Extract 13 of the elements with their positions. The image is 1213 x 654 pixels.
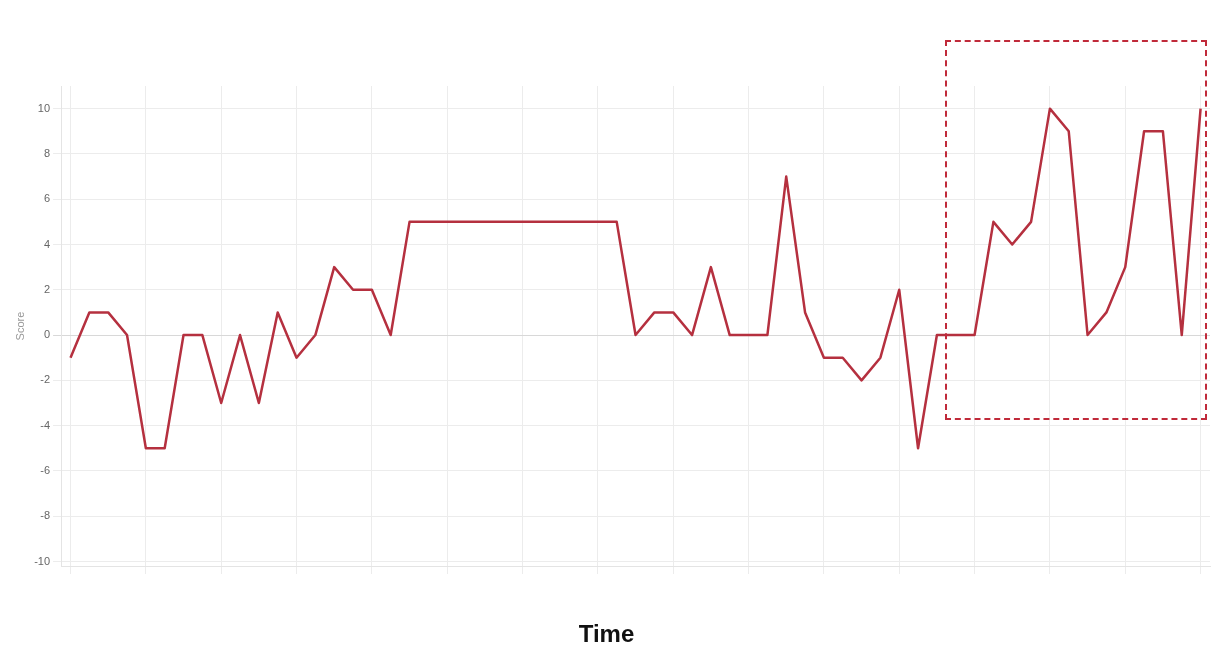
y-axis-title: Score <box>13 311 26 341</box>
y-tick-label: -2 <box>40 373 51 386</box>
y-tick-label: 0 <box>43 328 51 341</box>
y-tick-label: 4 <box>43 237 51 250</box>
y-tick-label: 6 <box>43 192 51 205</box>
y-tick-label: 10 <box>37 101 51 114</box>
y-tick-label: 2 <box>43 282 51 295</box>
y-tick-label: 8 <box>43 146 51 159</box>
y-tick-label: -10 <box>34 554 51 567</box>
y-tick-label: -4 <box>40 418 51 431</box>
x-axis-title: Time <box>577 620 636 648</box>
y-tick-label: -6 <box>40 463 51 476</box>
y-tick-label: -8 <box>40 509 51 522</box>
